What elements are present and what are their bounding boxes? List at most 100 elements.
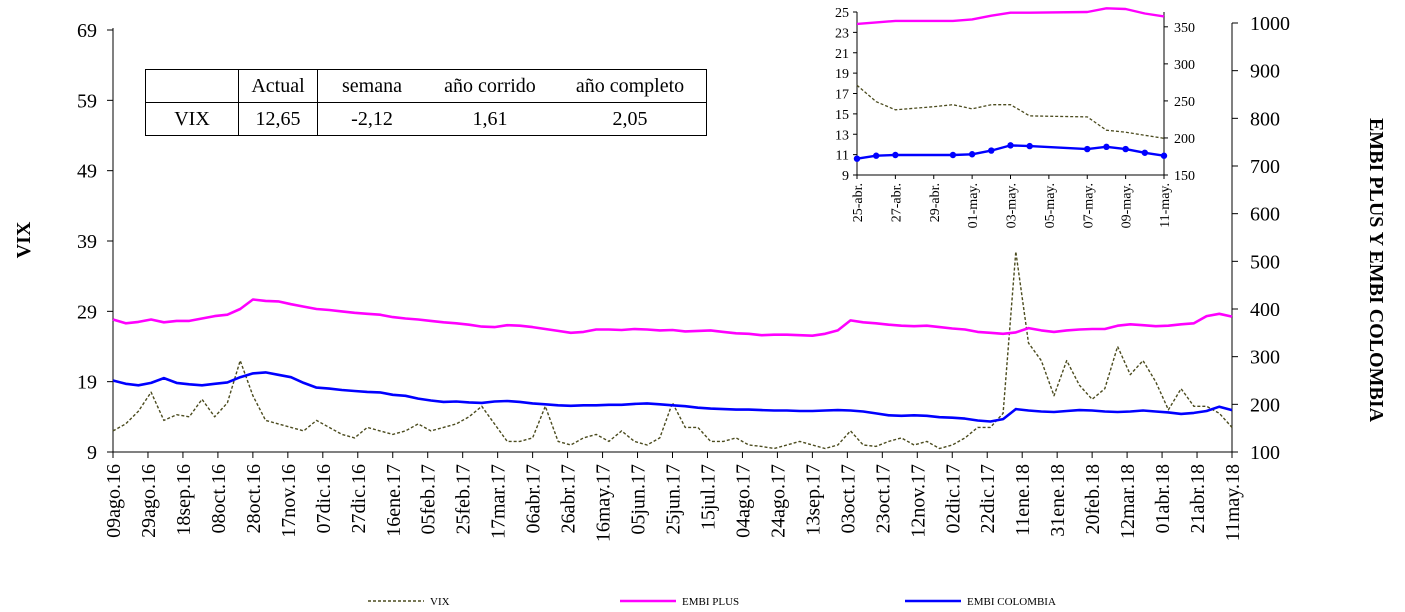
stats-table: Actual semana año corrido año completo V…	[145, 69, 707, 136]
table-header-cell: semana	[317, 69, 426, 103]
x-tick-label: 13sep.17	[802, 464, 824, 536]
table-cell: -2,12	[317, 102, 426, 136]
inset-x-tick-label: 01-may.	[966, 183, 981, 228]
x-tick-label: 28oct.16	[243, 464, 265, 533]
y-right-tick-label: 100	[1250, 442, 1280, 464]
x-tick-label: 02dic.17	[942, 464, 964, 533]
y-right-tick-label: 900	[1250, 61, 1280, 83]
inset-data-point	[949, 151, 957, 159]
x-tick-label: 16may.17	[593, 464, 615, 542]
legend-label: EMBI PLUS	[682, 596, 739, 608]
y-left-axis-label: VIX	[13, 221, 35, 258]
inset-x-tick-label: 25-abr.	[851, 183, 866, 222]
inset-y-left-tick-label: 19	[835, 67, 849, 82]
y-left-tick-label: 39	[77, 231, 97, 253]
inset-x-tick-label: 07-may.	[1081, 183, 1096, 228]
inset-x-tick-label: 03-may.	[1005, 183, 1020, 228]
inset-series-line-embi-plus	[856, 7, 1165, 26]
y-right-tick-label: 400	[1250, 299, 1280, 321]
inset-x-tick-label: 05-may.	[1043, 183, 1058, 228]
x-tick-label: 03oct.17	[837, 464, 859, 533]
x-tick-label: 11ene.18	[1012, 464, 1034, 536]
inset-data-point	[968, 151, 976, 158]
y-left-tick-label: 29	[77, 301, 97, 323]
y-right-tick-label: 700	[1250, 156, 1280, 178]
inset-data-point	[1007, 142, 1014, 149]
x-tick-label: 25jun.17	[663, 464, 685, 535]
x-tick-label: 27dic.16	[348, 464, 370, 533]
main-axes: 69 59 49 39 29 19 9 1000 900 800 700 600 500 400 300 20…	[77, 13, 1290, 542]
y-left-tick-label: 49	[77, 161, 97, 183]
legend-label: VIX	[430, 596, 450, 608]
inset-x-tick-label: 09-may.	[1120, 183, 1135, 228]
x-tick-label: 17mar.17	[488, 464, 510, 539]
table-header-cell: año corrido	[426, 69, 554, 103]
inset-y-left-tick-label: 13	[835, 128, 849, 143]
x-tick-label: 08oct.16	[208, 464, 230, 533]
x-tick-label: 25feb.17	[453, 464, 475, 535]
inset-data-point	[1122, 145, 1129, 153]
x-tick-label: 18sep.16	[173, 464, 195, 536]
inset-data-point	[872, 152, 880, 159]
inset-series-line-vix	[856, 84, 1165, 139]
table-header-cell	[145, 69, 239, 103]
series-line-embi-plus	[112, 298, 1233, 338]
x-tick-label: 17nov.16	[278, 464, 300, 538]
inset-x-tick-label: 11-may.	[1158, 183, 1173, 228]
inset-data-point	[1141, 149, 1149, 156]
inset-data-point	[988, 147, 995, 154]
inset-y-left-tick-label: 15	[835, 108, 849, 123]
inset-data-point	[892, 151, 899, 159]
legend-label: EMBI COLOMBIA	[967, 596, 1056, 608]
table-row: VIX 12,65 -2,12 1,61 2,05	[145, 102, 707, 136]
table-cell: VIX	[145, 102, 239, 136]
x-tick-label: 07dic.16	[313, 464, 335, 533]
y-right-tick-label: 1000	[1250, 13, 1290, 35]
y-left-tick-label: 59	[77, 90, 97, 112]
x-tick-label: 05jun.17	[628, 464, 650, 535]
inset-data-point	[1026, 142, 1033, 150]
x-tick-label: 29ago.16	[138, 464, 160, 538]
inset-y-right-tick-label: 150	[1174, 169, 1195, 184]
x-tick-label: 01abr.18	[1152, 464, 1174, 533]
y-right-tick-label: 200	[1250, 394, 1280, 416]
x-tick-label: 21abr.18	[1187, 464, 1209, 533]
x-tick-label: 26abr.17	[558, 464, 580, 533]
x-tick-label: 06abr.17	[523, 464, 545, 533]
inset-y-right-tick-label: 300	[1174, 58, 1195, 73]
y-left-tick-label: 19	[77, 372, 97, 394]
inset-background	[815, 2, 1205, 248]
main-plot	[112, 250, 1233, 450]
table-cell: 12,65	[238, 102, 318, 136]
inset-y-left-tick-label: 23	[835, 26, 849, 41]
inset-y-right-tick-label: 350	[1174, 21, 1195, 36]
inset-y-left-tick-label: 17	[835, 88, 849, 103]
x-tick-label: 15jul.17	[697, 464, 719, 530]
inset-y-left-tick-label: 21	[835, 47, 849, 62]
y-right-tick-label: 300	[1250, 347, 1280, 369]
inset-chart: 25 23 21 19 17 15 13 11 9 350 300 250 200 150 25-abr. 2…	[815, 2, 1205, 248]
y-right-tick-label: 800	[1250, 108, 1280, 130]
x-tick-label: 09ago.16	[103, 464, 125, 538]
inset-data-point	[1084, 145, 1091, 153]
y-left-tick-label: 69	[77, 20, 97, 42]
x-tick-label: 16ene.17	[383, 464, 405, 537]
legend: VIX EMBI PLUS EMBI COLOMBIA	[368, 596, 1056, 608]
inset-y-left-tick-label: 9	[842, 169, 849, 184]
x-tick-label: 12mar.18	[1117, 464, 1139, 539]
series-line-vix	[112, 250, 1233, 450]
x-tick-label: 05feb.17	[418, 464, 440, 535]
inset-data-point	[1103, 143, 1110, 151]
inset-x-tick-label: 27-abr.	[889, 183, 904, 222]
inset-x-tick-label: 29-abr.	[928, 183, 943, 222]
inset-y-right-tick-label: 250	[1174, 95, 1195, 110]
table-cell: 2,05	[554, 102, 707, 136]
x-tick-label: 04ago.17	[732, 464, 754, 538]
inset-y-right-tick-label: 200	[1174, 132, 1195, 147]
x-tick-label: 31ene.18	[1047, 464, 1069, 537]
table-header-cell: año completo	[554, 69, 707, 103]
inset-y-left-tick-label: 11	[836, 149, 849, 164]
y-right-axis-label: EMBI PLUS Y EMBI COLOMBIA	[1365, 118, 1387, 423]
y-right-tick-label: 500	[1250, 251, 1280, 273]
